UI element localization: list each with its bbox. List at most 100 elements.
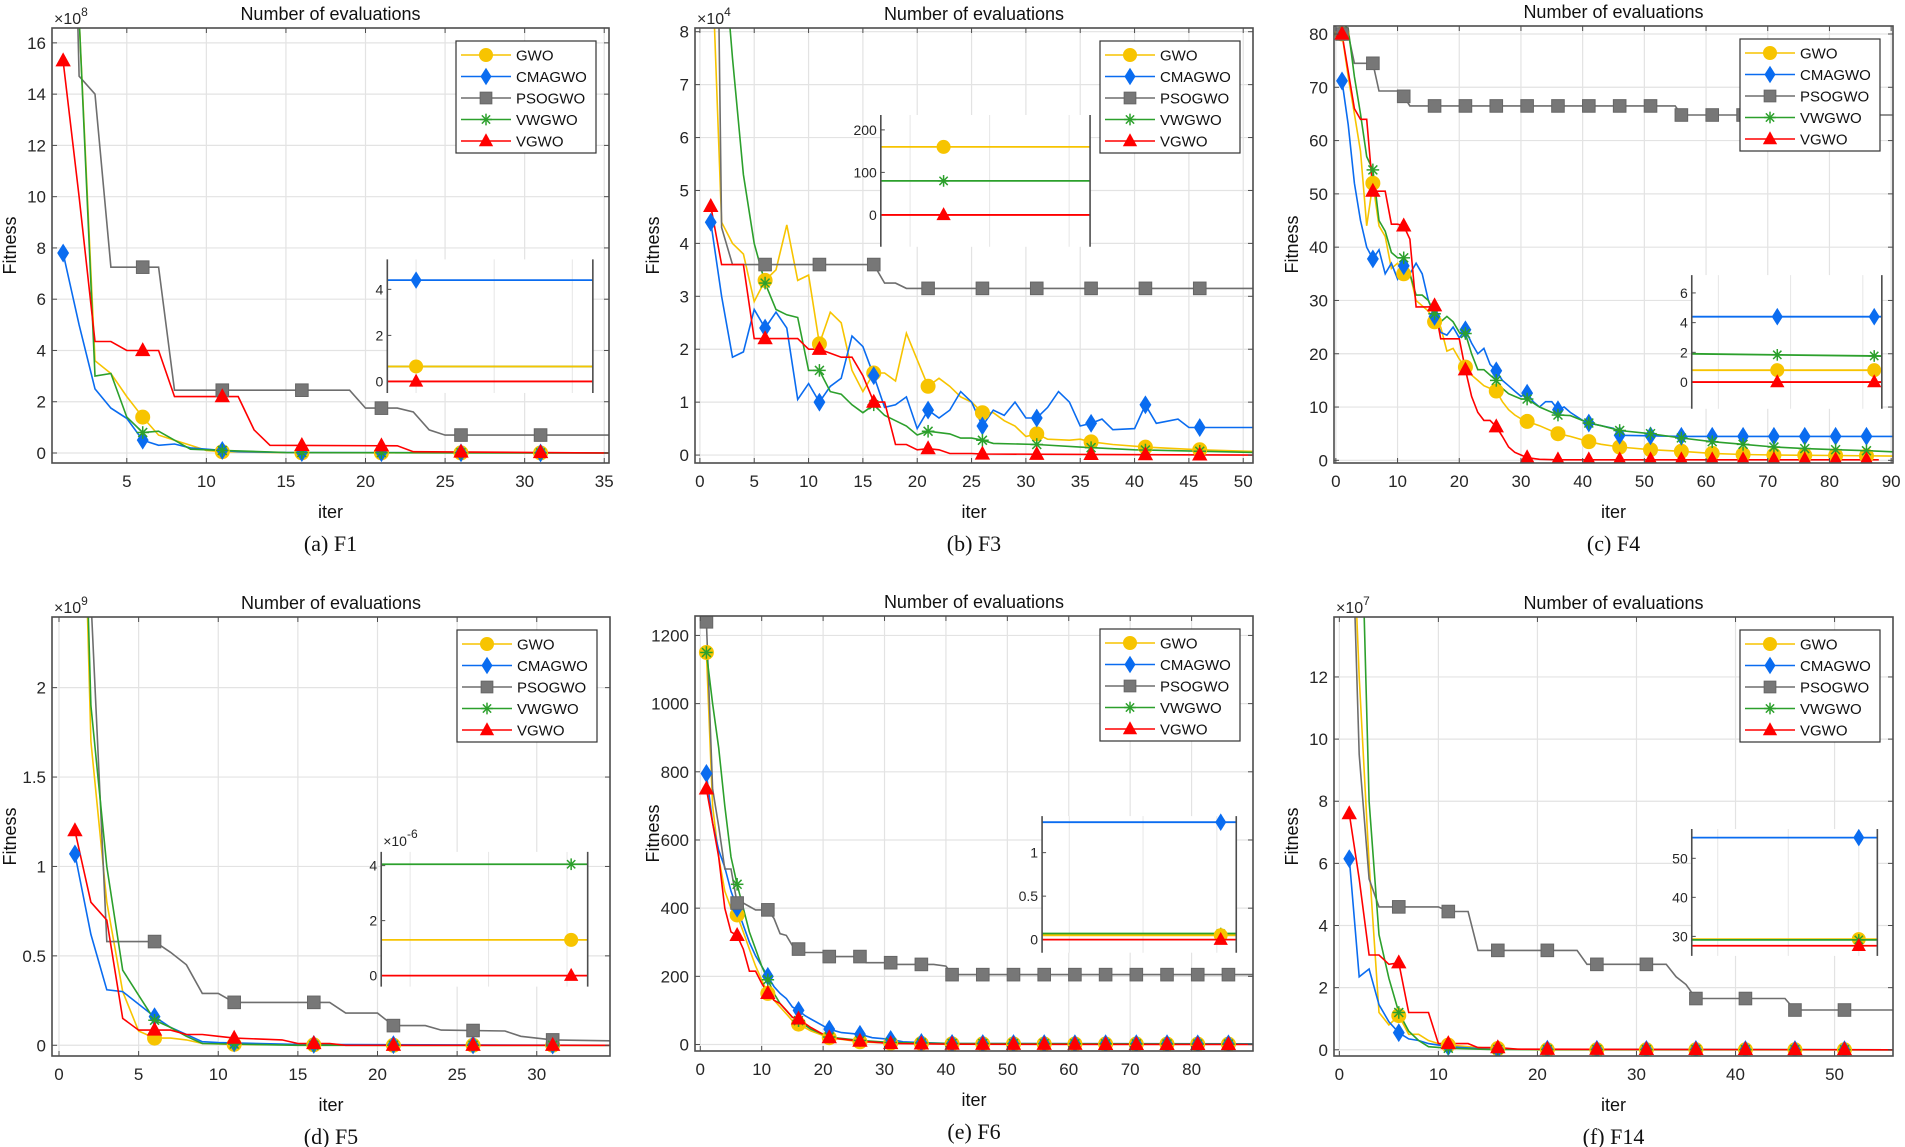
marker-vwgwo	[813, 364, 826, 377]
chart-panel-e: 0 10 20 30 40 50 60 70 80020040060080010001200Nu…	[643, 592, 1254, 1144]
marker-vgwo	[1798, 451, 1812, 463]
series-line-vgwo	[62, 60, 609, 454]
x-tick-label: 50	[1635, 472, 1654, 491]
asterisk-stroke	[1393, 1007, 1404, 1018]
y-tick-label: 60	[1309, 132, 1328, 151]
y-tick-label: 800	[661, 763, 689, 782]
y-tick-label: 10	[1309, 730, 1328, 749]
marker-cmagwo	[1193, 418, 1206, 437]
marker-psogwo	[761, 903, 775, 917]
marker-psogwo	[866, 257, 881, 272]
marker-vgwo	[532, 444, 549, 459]
marker-psogwo	[466, 1023, 480, 1038]
inset-marker-vwgwo	[937, 175, 950, 187]
panel-caption: (b) F3	[947, 531, 1001, 556]
legend: GWO CMAGWO PSOGWO VWGWO VGWO	[1099, 40, 1241, 154]
legend-label: PSOGWO	[1800, 680, 1869, 697]
marker-psogwo	[454, 428, 468, 442]
marker-vgwo	[135, 342, 151, 357]
x-tick-label: 50	[1234, 472, 1253, 491]
legend-label: VGWO	[516, 134, 564, 151]
legend-marker-vgwo	[1762, 131, 1778, 145]
legend-item-cmagwo: CMAGWO	[1105, 67, 1231, 86]
marker-psogwo	[1689, 991, 1703, 1006]
x-tick-label: 80	[1182, 1060, 1201, 1079]
marker-vgwo	[1767, 451, 1781, 463]
asterisk-stroke	[149, 1015, 160, 1026]
y-tick-label: 4	[37, 341, 46, 360]
legend-item-gwo: GWO	[1745, 637, 1838, 654]
x-tick-label: 10	[1388, 472, 1407, 491]
x-axis-label: iter	[318, 1095, 343, 1115]
asterisk-stroke	[1772, 350, 1782, 360]
asterisk-stroke	[701, 647, 712, 658]
inset-y-tick-label: 0	[369, 968, 377, 984]
x-tick-label: 0	[696, 1060, 705, 1079]
marker-vwgwo	[1675, 431, 1688, 445]
marker-vgwo	[1391, 954, 1407, 969]
legend-marker-gwo	[480, 637, 494, 651]
asterisk-stroke	[1830, 444, 1841, 455]
marker-psogwo	[1590, 957, 1604, 972]
marker-vwgwo	[1860, 444, 1873, 458]
x-tick-label: 90	[1882, 472, 1901, 491]
legend-label: VWGWO	[1160, 112, 1222, 129]
marker-vgwo	[811, 340, 828, 355]
marker-vgwo	[214, 388, 230, 403]
y-tick-label: 2	[37, 679, 46, 698]
y-tick-label: 1200	[651, 626, 689, 645]
legend-label: GWO	[1800, 46, 1838, 63]
asterisk-stroke	[938, 176, 949, 186]
marker-vgwo	[1644, 451, 1657, 463]
y-tick-label: 12	[27, 136, 46, 155]
marker-vwgwo	[1392, 1006, 1406, 1019]
exponent-power: 4	[724, 5, 731, 19]
asterisk-stroke	[762, 974, 773, 985]
marker-psogwo	[1458, 99, 1473, 113]
legend-item-psogwo: PSOGWO	[462, 680, 586, 697]
marker-gwo	[1519, 413, 1535, 429]
marker-vgwo	[1582, 451, 1596, 463]
legend-label: PSOGWO	[516, 91, 585, 108]
panel-caption: (a) F1	[304, 531, 357, 556]
x-tick-label: 5	[749, 472, 758, 491]
y-scale-exponent-label: ×108	[54, 5, 88, 28]
legend-item-gwo: GWO	[1105, 48, 1198, 65]
marker-gwo	[1550, 426, 1566, 442]
marker-vgwo	[385, 1036, 402, 1051]
marker-psogwo	[921, 281, 935, 296]
asterisk-stroke	[732, 879, 743, 890]
marker-vgwo	[1836, 1041, 1853, 1056]
marker-cmagwo	[1366, 249, 1379, 269]
inset-y-tick-label: 40	[1672, 889, 1688, 905]
marker-vgwo	[1067, 1035, 1083, 1050]
marker-cmagwo	[759, 318, 772, 338]
legend-box	[1099, 40, 1241, 154]
legend-label: VGWO	[1160, 722, 1208, 739]
asterisk-stroke	[923, 426, 934, 437]
asterisk-stroke	[1522, 394, 1533, 405]
y-tick-label: 1000	[651, 695, 689, 714]
marker-vwgwo	[1520, 392, 1534, 406]
marker-psogwo	[853, 949, 867, 964]
marker-vgwo	[1159, 1036, 1175, 1051]
legend-marker-vwgwo	[481, 702, 493, 715]
marker-vwgwo	[761, 973, 775, 987]
marker-vgwo	[1426, 297, 1443, 312]
x-tick-label: 30	[1627, 1065, 1646, 1084]
legend-item-vgwo: VGWO	[1745, 131, 1848, 149]
marker-psogwo	[1674, 108, 1689, 122]
x-axis-label: iter	[318, 502, 343, 522]
marker-psogwo	[730, 896, 744, 910]
marker-gwo	[920, 378, 936, 394]
legend-item-gwo: GWO	[462, 637, 555, 654]
inset-y-tick-label: 2	[369, 913, 377, 929]
asterisk-stroke	[481, 114, 491, 125]
legend-marker-cmagwo	[480, 67, 492, 86]
asterisk-stroke	[1614, 425, 1625, 436]
legend-marker-cmagwo	[1764, 656, 1776, 675]
x-tick-label: 70	[1121, 1060, 1140, 1079]
legend-item-psogwo: PSOGWO	[1745, 89, 1869, 106]
